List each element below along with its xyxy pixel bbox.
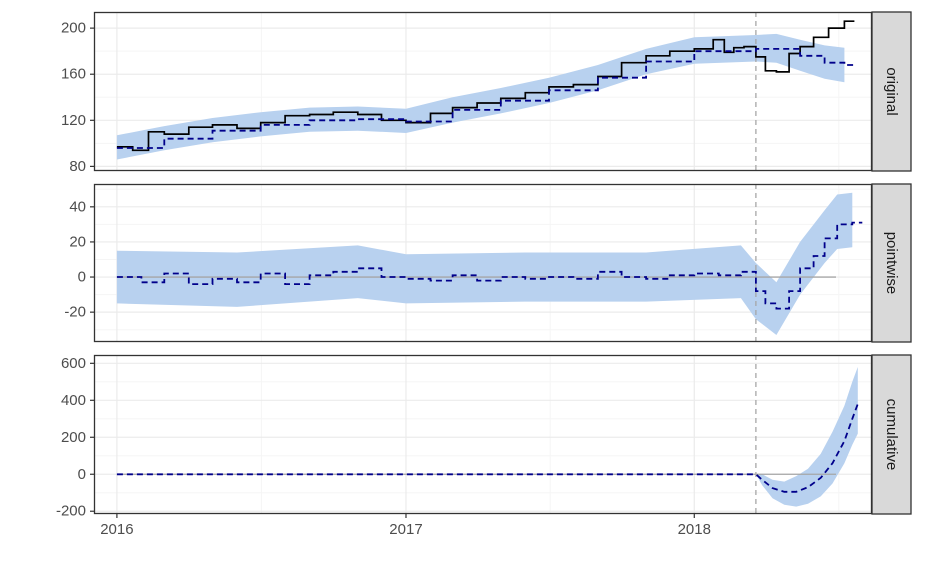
x-tick-label: 2016 <box>100 521 133 538</box>
y-tick-label: 120 <box>61 112 86 129</box>
x-axis: 2016 2017 2018 <box>100 514 711 538</box>
y-axis-original: 80 120 160 200 <box>61 20 94 175</box>
y-tick-label: 40 <box>69 198 86 215</box>
predicted-series-line <box>116 221 863 310</box>
y-tick-label: 160 <box>61 66 86 83</box>
strip-label-original: original <box>883 67 900 115</box>
panel-content <box>116 184 863 342</box>
predicted-series-line <box>116 403 859 493</box>
chart-panels: original80120160200pointwise-2002040cumu… <box>56 11 912 520</box>
strip-background <box>871 354 912 515</box>
y-tick-label: 400 <box>61 392 86 409</box>
y-tick-label: 0 <box>78 466 86 483</box>
panel-cumulative: cumulative -200 0 200 400 600 <box>56 354 912 520</box>
panel-pointwise: pointwise -20 0 20 40 <box>64 183 912 343</box>
predicted-series-line <box>116 48 855 149</box>
y-tick-label: -200 <box>56 503 86 520</box>
credible-interval-band <box>116 33 845 160</box>
y-tick-label: 200 <box>61 20 86 37</box>
y-axis-pointwise: -20 0 20 40 <box>64 198 94 321</box>
y-tick-label: 0 <box>78 269 86 286</box>
strip-label-pointwise: pointwise <box>883 232 900 295</box>
x-tick-label: 2017 <box>389 521 422 538</box>
x-tick-label: 2018 <box>678 521 711 538</box>
strip-background <box>871 11 912 172</box>
strip-background <box>871 183 912 343</box>
panel-original: original 80 120 160 200 <box>61 11 912 175</box>
y-tick-label: 600 <box>61 355 86 372</box>
panel-content <box>116 12 855 171</box>
y-tick-label: 20 <box>69 233 86 250</box>
credible-interval-band <box>116 192 853 335</box>
y-axis-cumulative: -200 0 200 400 600 <box>56 355 94 520</box>
strip-label-cumulative: cumulative <box>883 399 900 471</box>
y-tick-label: -20 <box>64 304 86 321</box>
y-tick-label: 200 <box>61 429 86 446</box>
y-tick-label: 80 <box>69 158 86 175</box>
panel-content <box>116 355 859 514</box>
credible-interval-band <box>116 367 858 507</box>
